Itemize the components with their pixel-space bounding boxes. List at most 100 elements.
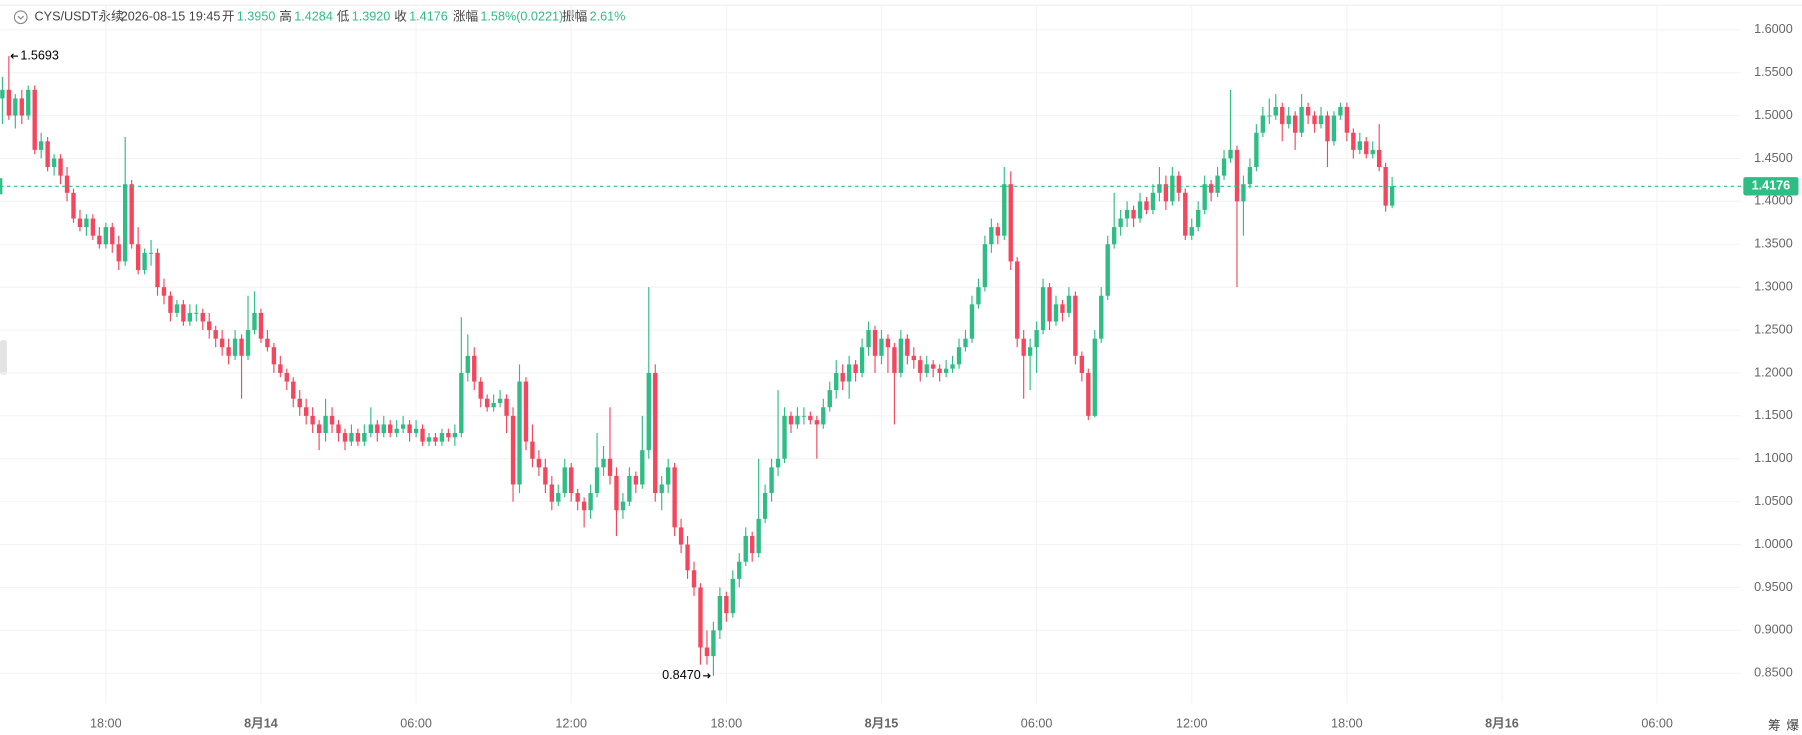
y-tick-label: 1.4500	[1754, 151, 1793, 165]
candle-body	[678, 527, 684, 545]
candle-body	[110, 227, 115, 245]
candle-body	[1292, 115, 1298, 133]
field-label: 开	[222, 10, 235, 24]
candle-body	[97, 235, 102, 245]
candle-body	[265, 338, 270, 348]
candle-body	[90, 218, 96, 236]
candle-body	[795, 415, 800, 425]
candle-body	[316, 424, 322, 434]
candle-body	[349, 433, 354, 442]
candle-body	[181, 304, 186, 322]
candle-body	[245, 330, 251, 356]
candle-body	[1364, 141, 1369, 155]
candle-body	[1015, 261, 1020, 339]
candle-body	[200, 312, 205, 322]
candle-body	[775, 458, 781, 468]
candle-body	[956, 347, 962, 365]
candle-body	[730, 578, 735, 614]
candle-body	[691, 570, 697, 588]
candle-body	[291, 381, 296, 399]
y-tick-label: 1.5000	[1754, 108, 1793, 122]
candle-body	[465, 355, 470, 373]
candle-body	[1344, 106, 1350, 133]
candle-body	[1267, 115, 1272, 117]
candle-body	[665, 467, 671, 485]
candle-body	[213, 330, 218, 339]
candle-body	[207, 321, 212, 331]
candle-body	[788, 415, 794, 425]
candle-body	[123, 184, 128, 262]
field-label: 收	[394, 10, 407, 24]
low-arrow-head	[707, 673, 711, 679]
candle-body	[368, 424, 374, 434]
candle-body	[1163, 184, 1169, 202]
candle-body	[1027, 347, 1033, 356]
candle-body	[846, 364, 852, 382]
y-tick-label: 0.9500	[1754, 580, 1793, 594]
candle-body	[168, 295, 173, 313]
candle-body	[633, 475, 639, 485]
candle-body	[459, 372, 464, 434]
candle-body	[1254, 132, 1259, 168]
candle-body	[1351, 132, 1356, 150]
candle-body	[51, 158, 57, 168]
candle-body	[963, 338, 968, 348]
corner-button[interactable]: 爆	[1786, 719, 1799, 733]
candle-body	[504, 398, 509, 416]
candle-body	[446, 433, 451, 438]
corner-button[interactable]: 筹	[1768, 718, 1781, 733]
candle-body	[32, 89, 37, 150]
candle-body	[724, 596, 729, 614]
candle-body	[1234, 149, 1240, 202]
field-value: 1.4176	[409, 10, 448, 24]
side-tab[interactable]	[0, 340, 7, 375]
candle-body	[129, 184, 134, 245]
candle-body	[1092, 338, 1097, 416]
x-tick-label: 18:00	[90, 716, 122, 730]
candle-body	[433, 437, 438, 442]
candle-body	[523, 381, 529, 442]
candle-body	[1305, 106, 1311, 116]
x-tick-label: 18:00	[711, 716, 743, 730]
candle-body	[569, 467, 574, 494]
candle-body	[517, 381, 522, 485]
candle-body	[1389, 186, 1395, 206]
low-label: 0.8470	[662, 668, 701, 682]
y-tick-label: 0.9000	[1754, 623, 1793, 637]
candle-body	[472, 355, 477, 382]
candle-body	[388, 424, 393, 434]
candle-body	[976, 287, 981, 305]
time: 2026-08-15 19:45	[121, 10, 221, 24]
candle-body	[297, 398, 302, 408]
candle-body	[827, 390, 832, 408]
candle-body	[879, 338, 884, 356]
x-tick-label: 12:00	[1176, 716, 1208, 730]
candle-body	[1338, 106, 1343, 116]
candle-body	[989, 227, 994, 245]
candle-body	[497, 398, 503, 403]
candle-body	[859, 347, 865, 373]
candle-body	[258, 312, 264, 339]
candle-body	[1280, 106, 1285, 125]
candle-body	[556, 493, 561, 502]
candle-body	[226, 347, 231, 356]
candle-body	[1260, 115, 1266, 133]
collapse-icon[interactable]	[13, 10, 28, 25]
candle-body	[995, 227, 1001, 236]
candle-body	[627, 475, 632, 502]
candle-body	[782, 415, 787, 459]
x-tick-label: 06:00	[1641, 716, 1673, 730]
candle-body	[1086, 372, 1091, 416]
candle-body	[614, 475, 619, 511]
candle-body	[905, 338, 910, 356]
candle-body	[77, 218, 83, 228]
candle-body	[1221, 158, 1227, 176]
candle-body	[1331, 115, 1337, 142]
candle-body	[1021, 338, 1026, 356]
candle-body	[943, 368, 949, 373]
candle-body	[549, 484, 554, 502]
candle-body	[872, 330, 878, 356]
field-value: 1.3950	[237, 10, 276, 24]
candle-body	[413, 428, 419, 434]
